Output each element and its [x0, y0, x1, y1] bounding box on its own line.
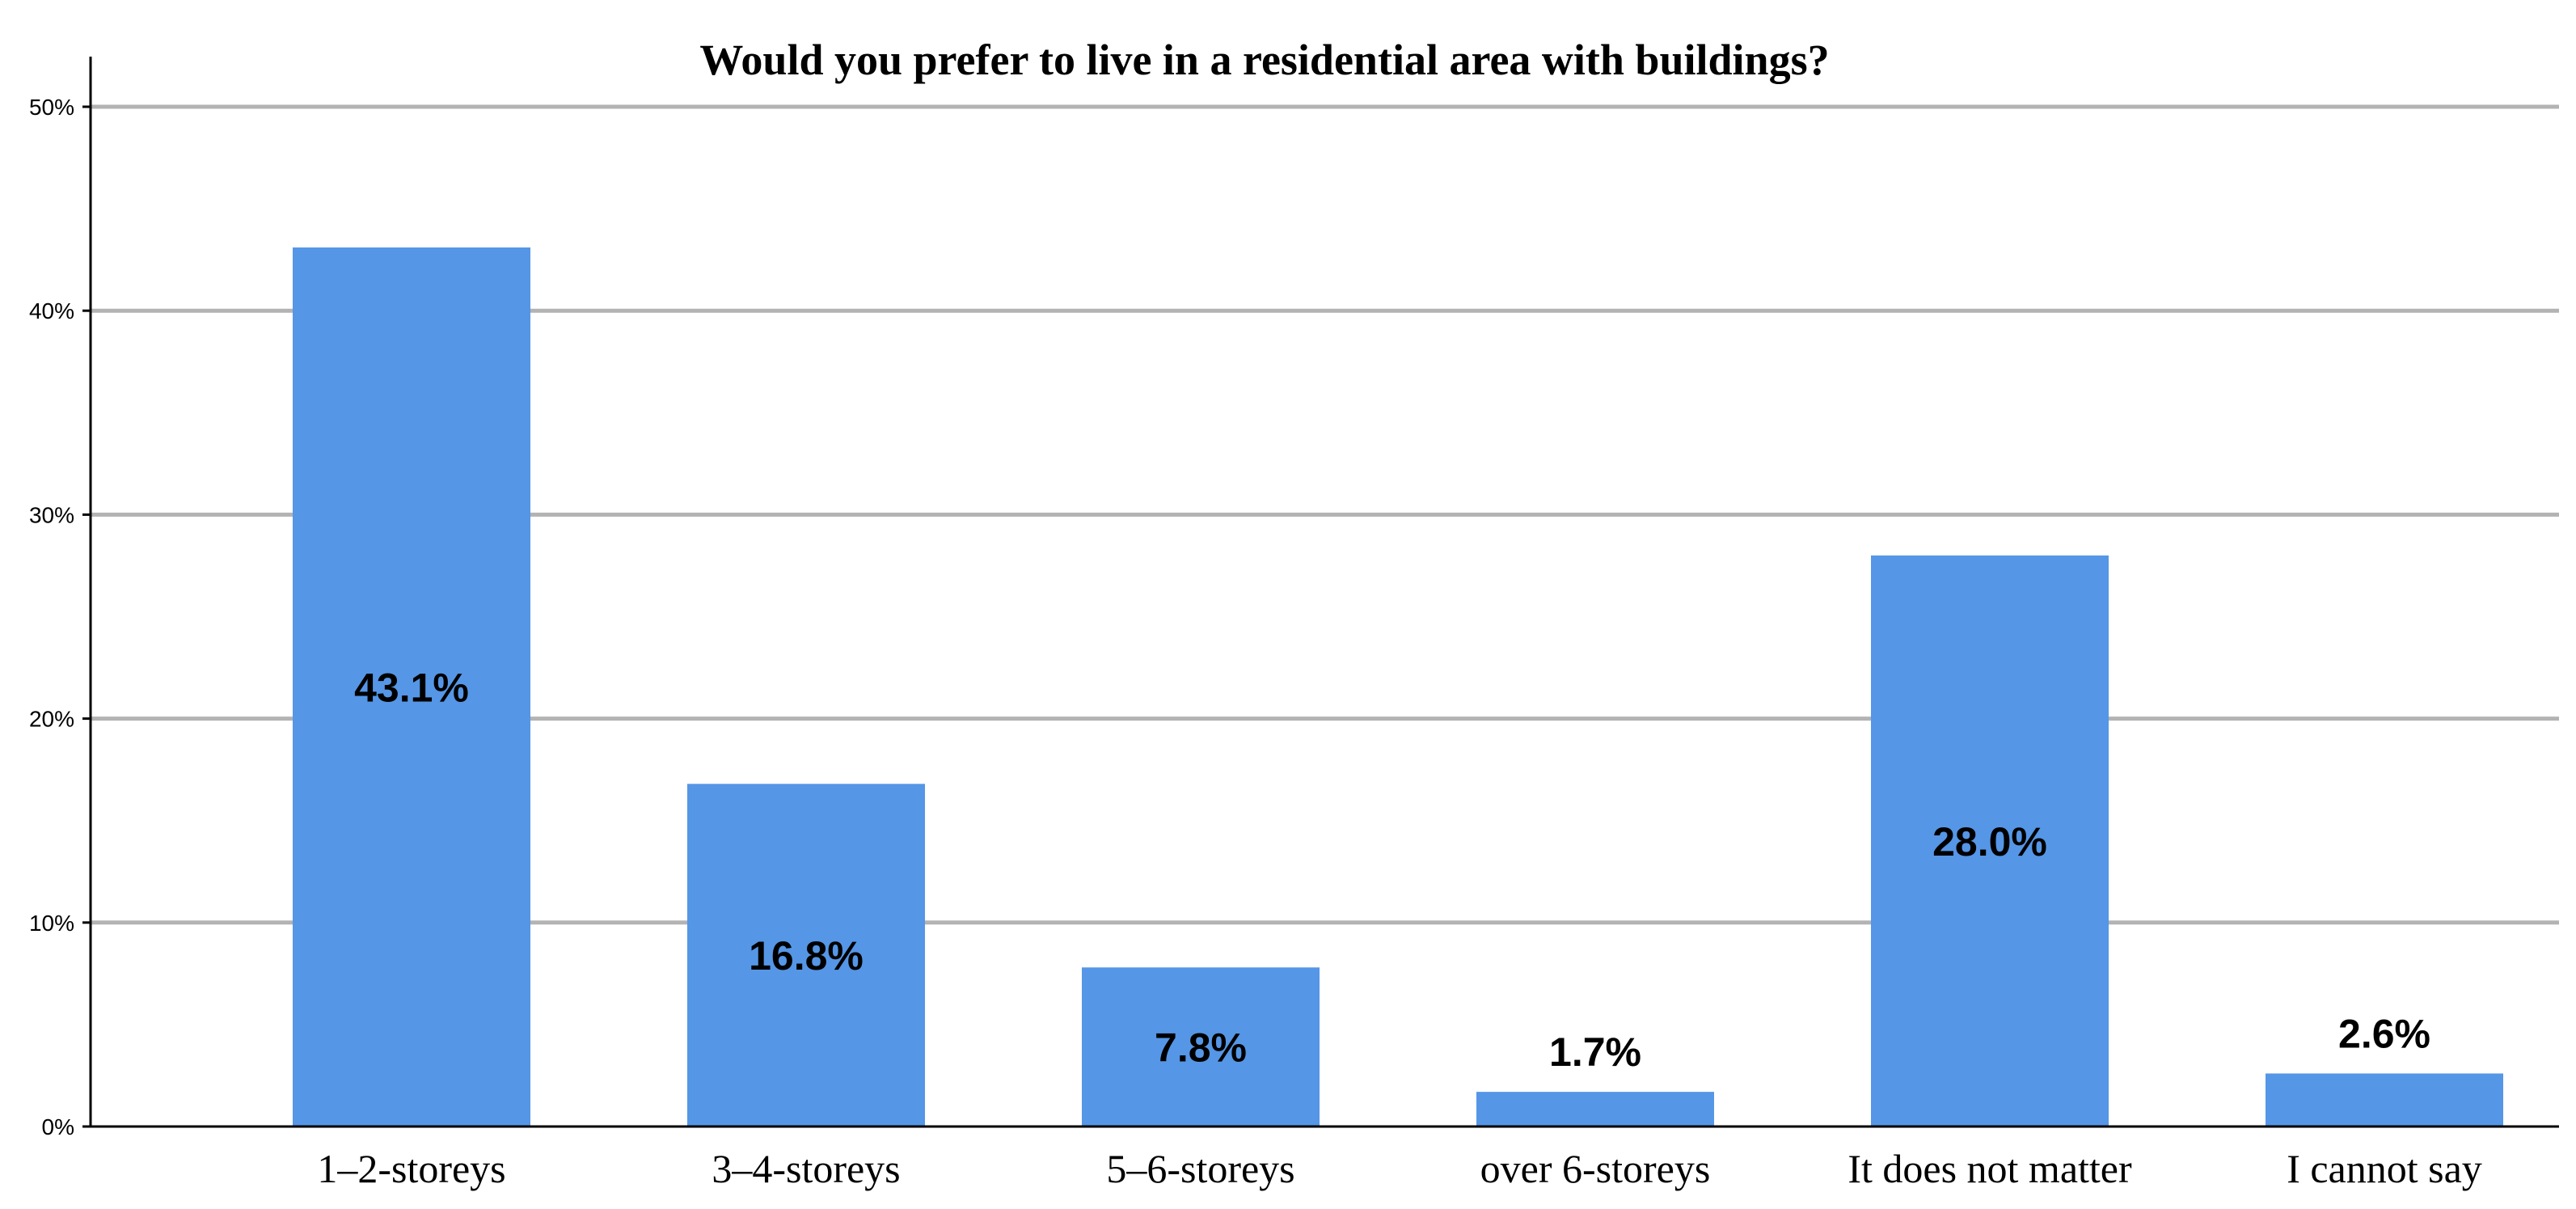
x-tick-label: 5–6-storeys [1106, 1146, 1294, 1191]
x-tick-label: I cannot say [2287, 1146, 2482, 1191]
y-tick-label: 50% [29, 95, 74, 120]
bar [293, 247, 530, 1127]
y-tick-label: 20% [29, 707, 74, 732]
data-label: 7.8% [1155, 1025, 1247, 1071]
x-tick-label: It does not matter [1848, 1146, 2132, 1191]
x-tick-label: over 6-storeys [1480, 1146, 1711, 1191]
bar [1476, 1092, 1714, 1127]
bars [293, 247, 2503, 1127]
bar [2266, 1073, 2503, 1127]
y-tick-label: 10% [29, 911, 74, 936]
data-label: 43.1% [354, 666, 469, 711]
data-label: 28.0% [1932, 819, 2047, 864]
x-axis-ticks: 1–2-storeys 3–4-storeys 5–6-storeys over 6-… [317, 1146, 2481, 1191]
x-tick-label: 3–4-storeys [712, 1146, 900, 1191]
y-axis-ticks: 0% 10% 20% 30% 40% 50% [29, 95, 91, 1139]
bar [1871, 555, 2109, 1127]
data-label: 1.7% [1549, 1029, 1641, 1075]
data-label: 16.8% [749, 933, 864, 979]
bar [687, 784, 925, 1127]
y-tick-label: 30% [29, 502, 74, 527]
chart-title: Would you prefer to live in a residentia… [699, 36, 1829, 84]
bar [1082, 967, 1320, 1127]
data-labels: 43.1% 16.8% 7.8% 1.7% 28.0% 2.6% [354, 666, 2430, 1076]
y-tick-label: 40% [29, 298, 74, 323]
y-tick-label: 0% [42, 1114, 74, 1139]
data-label: 2.6% [2338, 1011, 2430, 1056]
x-tick-label: 1–2-storeys [317, 1146, 505, 1191]
